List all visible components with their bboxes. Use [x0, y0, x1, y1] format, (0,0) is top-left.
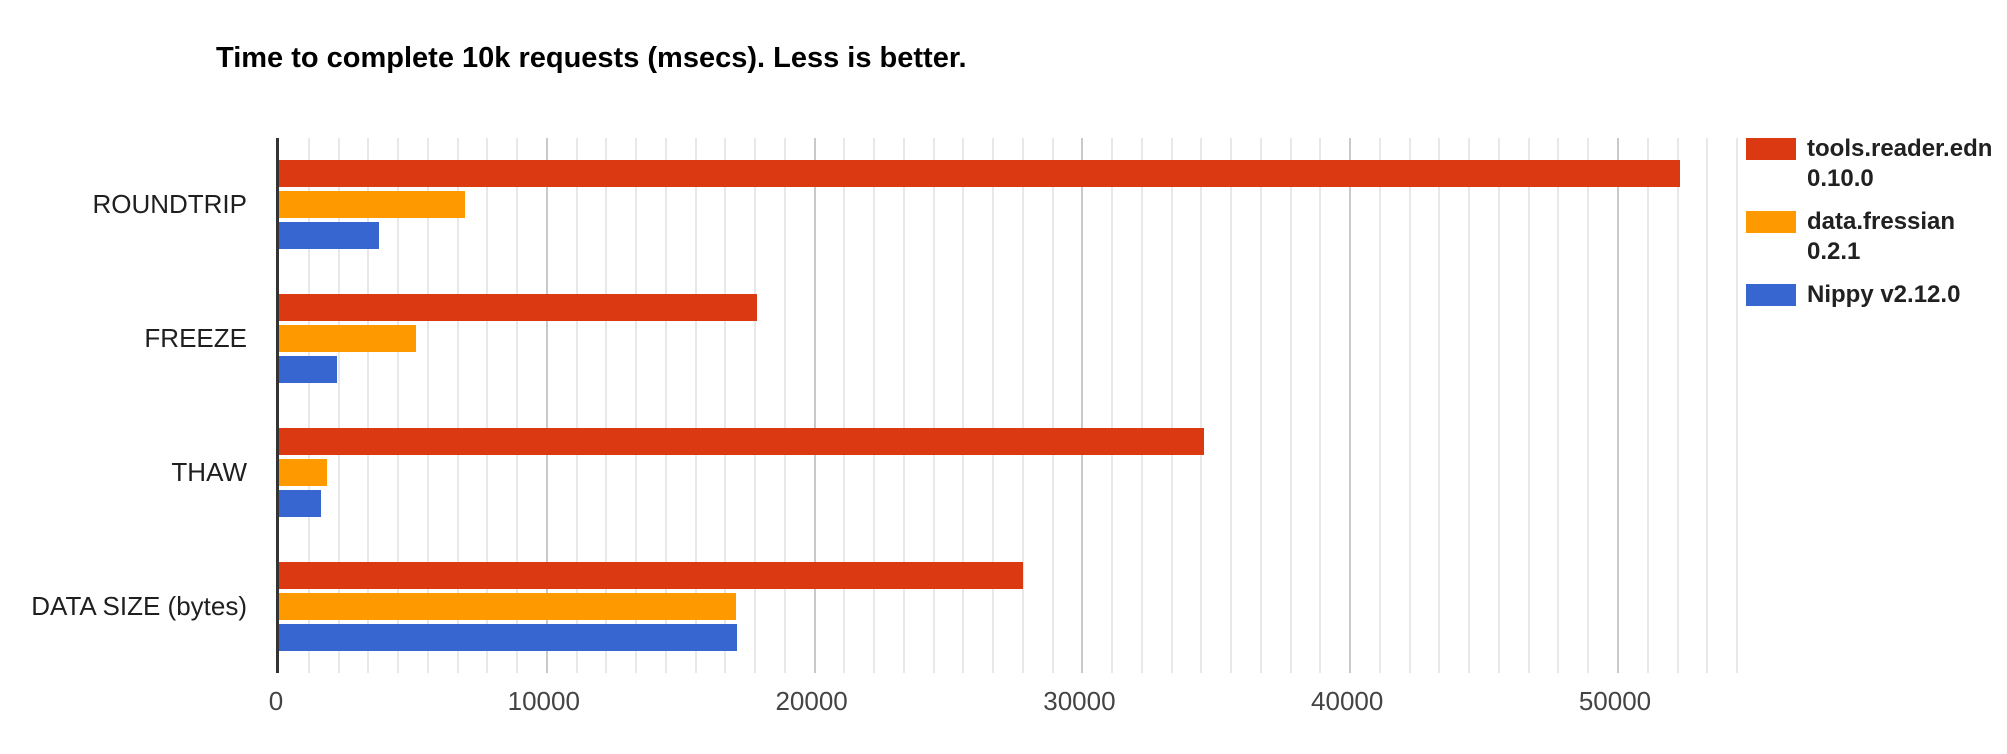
minor-gridline: [1289, 138, 1292, 673]
legend-swatch: [1746, 211, 1796, 233]
minor-gridline: [664, 138, 667, 673]
bar: [279, 561, 1024, 589]
category-label: THAW: [171, 456, 247, 487]
minor-gridline: [1408, 138, 1411, 673]
minor-gridline: [605, 138, 608, 673]
minor-gridline: [1527, 138, 1530, 673]
category-axis-labels: ROUNDTRIP FREEZE THAW DATA SIZE (bytes): [0, 138, 247, 673]
legend-swatch: [1746, 138, 1796, 160]
minor-gridline: [932, 138, 935, 673]
legend-item: Nippy v2.12.0: [1746, 280, 2006, 310]
bar: [279, 325, 416, 353]
minor-gridline: [1051, 138, 1054, 673]
major-gridline: [813, 138, 816, 673]
category-label: DATA SIZE (bytes): [31, 590, 247, 621]
minor-gridline: [1706, 138, 1709, 673]
minor-gridline: [337, 138, 340, 673]
bar: [279, 160, 1680, 188]
minor-gridline: [992, 138, 995, 673]
category-label: FREEZE: [144, 323, 247, 354]
legend-item: tools.reader.edn 0.10.0: [1746, 134, 2006, 194]
minor-gridline: [1438, 138, 1441, 673]
major-gridline: [545, 138, 548, 673]
minor-gridline: [1497, 138, 1500, 673]
minor-gridline: [1468, 138, 1471, 673]
minor-gridline: [1319, 138, 1322, 673]
minor-gridline: [516, 138, 519, 673]
minor-gridline: [1111, 138, 1114, 673]
minor-gridline: [1170, 138, 1173, 673]
minor-gridline: [486, 138, 489, 673]
minor-gridline: [1259, 138, 1262, 673]
bar: [279, 222, 380, 250]
bar: [279, 592, 737, 620]
x-axis-tick-label: 0: [268, 686, 284, 716]
minor-gridline: [367, 138, 370, 673]
minor-gridline: [307, 138, 310, 673]
bar: [279, 623, 738, 651]
minor-gridline: [1557, 138, 1560, 673]
major-gridline: [1616, 138, 1619, 673]
legend-label: tools.reader.edn 0.10.0: [1807, 135, 1993, 192]
minor-gridline: [635, 138, 638, 673]
legend: tools.reader.edn 0.10.0 data.fressian 0.2.1…: [1746, 134, 2006, 323]
minor-gridline: [1736, 138, 1738, 673]
x-axis-tick-label: 10000: [507, 686, 580, 716]
major-gridline: [1081, 138, 1084, 673]
minor-gridline: [1140, 138, 1143, 673]
bar: [279, 191, 466, 219]
legend-item: data.fressian 0.2.1: [1746, 207, 2006, 267]
minor-gridline: [1587, 138, 1590, 673]
minor-gridline: [426, 138, 429, 673]
chart-title: Time to complete 10k requests (msecs). L…: [216, 42, 967, 74]
category-label: ROUNDTRIP: [92, 189, 247, 220]
bar: [279, 294, 758, 322]
bar: [279, 458, 328, 486]
minor-gridline: [397, 138, 400, 673]
x-axis-tick-label: 20000: [775, 686, 848, 716]
minor-gridline: [1200, 138, 1203, 673]
bar: [279, 427, 1205, 455]
minor-gridline: [456, 138, 459, 673]
minor-gridline: [1646, 138, 1649, 673]
legend-label: Nippy v2.12.0: [1807, 281, 1961, 308]
minor-gridline: [1230, 138, 1233, 673]
x-axis-tick-label: 30000: [1043, 686, 1116, 716]
minor-gridline: [1021, 138, 1024, 673]
minor-gridline: [783, 138, 786, 673]
legend-label: data.fressian 0.2.1: [1807, 208, 1956, 265]
minor-gridline: [1676, 138, 1679, 673]
x-axis-tick-label: 40000: [1311, 686, 1384, 716]
minor-gridline: [754, 138, 757, 673]
major-gridline: [1349, 138, 1352, 673]
minor-gridline: [724, 138, 727, 673]
bar: [279, 356, 337, 384]
minor-gridline: [843, 138, 846, 673]
minor-gridline: [902, 138, 905, 673]
x-axis-tick-labels: 0 10000 20000 30000 40000 50000: [269, 686, 1734, 722]
minor-gridline: [873, 138, 876, 673]
minor-gridline: [1378, 138, 1381, 673]
x-axis-tick-label: 50000: [1578, 686, 1652, 716]
legend-swatch: [1746, 284, 1796, 306]
bar: [279, 489, 322, 517]
plot-area: [276, 138, 1738, 673]
minor-gridline: [962, 138, 965, 673]
minor-gridline: [575, 138, 578, 673]
minor-gridline: [694, 138, 697, 673]
